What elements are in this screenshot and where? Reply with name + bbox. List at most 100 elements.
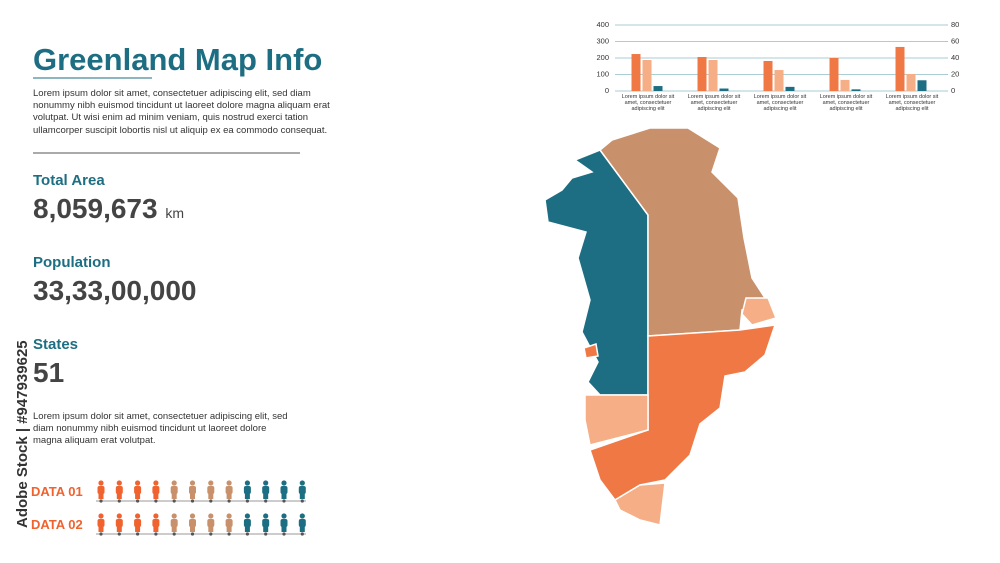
icon-body	[225, 486, 233, 494]
bar	[763, 60, 773, 91]
person-icon	[189, 480, 196, 499]
region	[584, 394, 649, 446]
person-icon	[170, 513, 178, 532]
x-tick-label: Lorem ipsum dolor sit amet, consectetuer…	[687, 94, 741, 112]
bar	[719, 88, 729, 91]
row-dot	[245, 532, 249, 536]
stat-value: 51	[33, 357, 65, 388]
row-dot	[209, 532, 213, 536]
row-dot	[136, 499, 140, 503]
icon-legs	[281, 493, 287, 499]
icon-legs	[226, 493, 232, 499]
row-dot	[117, 499, 121, 503]
person-icon	[225, 480, 233, 499]
person-icon	[298, 480, 306, 499]
description: Lorem ipsum dolor sit amet, consectetuer…	[33, 88, 330, 136]
icon-body	[262, 486, 270, 494]
bar	[642, 59, 652, 91]
y-tick-label: 200	[596, 53, 609, 62]
bar	[851, 89, 861, 91]
person-icon	[189, 513, 196, 532]
row-dot	[99, 499, 103, 503]
icon-legs	[244, 493, 250, 499]
icon-head	[244, 480, 250, 486]
row-dot	[117, 532, 121, 536]
person-icon	[262, 480, 270, 499]
row-dot	[136, 532, 140, 536]
x-tick-label: Lorem ipsum dolor sit amet, consectetuer…	[753, 94, 807, 112]
person-icon	[262, 513, 270, 532]
x-tick-label: Lorem ipsum dolor sit amet, consectetuer…	[819, 94, 873, 112]
y2-tick-label: 60	[951, 36, 959, 45]
icon-legs	[190, 493, 195, 499]
row-dot	[190, 499, 195, 503]
person-icon	[97, 513, 105, 532]
y2-tick-label: 80	[951, 20, 959, 29]
icon-head	[171, 480, 177, 486]
region	[583, 343, 599, 359]
stat-value: 33,33,00,000	[33, 275, 197, 306]
bar	[906, 74, 916, 91]
bar	[840, 79, 850, 91]
icon-body	[189, 519, 196, 527]
row-dot	[227, 532, 231, 536]
icon-legs	[263, 526, 269, 532]
y-tick-label: 400	[596, 20, 609, 29]
row-dot	[209, 499, 213, 503]
person-icon	[115, 480, 123, 499]
icon-body	[243, 486, 251, 494]
icon-legs	[208, 493, 214, 499]
icon-head	[281, 480, 287, 486]
icon-head	[226, 513, 232, 519]
person-icon	[207, 480, 215, 499]
icon-legs	[208, 526, 214, 532]
icon-head	[208, 513, 214, 519]
icon-head	[208, 480, 214, 486]
row-dot	[264, 532, 268, 536]
icon-head	[263, 480, 269, 486]
person-icon	[134, 480, 142, 499]
icon-legs	[299, 493, 305, 499]
icon-body	[134, 519, 142, 527]
icon-legs	[98, 526, 104, 532]
map	[544, 127, 778, 526]
icon-legs	[135, 526, 141, 532]
icon-head	[244, 513, 250, 519]
person-icon	[115, 513, 123, 532]
row-dot	[282, 532, 286, 536]
bar	[785, 86, 795, 91]
person-icon	[207, 513, 215, 532]
icon-legs	[244, 526, 250, 532]
person-icon	[225, 513, 233, 532]
person-icon	[243, 513, 251, 532]
person-icon	[280, 513, 288, 532]
icon-body	[298, 519, 306, 527]
icon-body	[170, 486, 178, 494]
icon-body	[152, 486, 160, 494]
row-dot	[190, 532, 195, 536]
icon-body	[298, 486, 306, 494]
y-tick-label: 0	[605, 86, 609, 95]
icon-body	[152, 519, 160, 527]
icon-legs	[116, 493, 122, 499]
bar	[917, 80, 927, 91]
icon-head	[281, 513, 287, 519]
row-dot	[227, 499, 231, 503]
icon-legs	[171, 493, 177, 499]
icon-head	[299, 480, 305, 486]
bar	[774, 70, 784, 91]
icon-body	[225, 519, 233, 527]
row-dot	[154, 532, 158, 536]
icon-body	[170, 519, 178, 527]
stat-label: Total Area	[33, 172, 105, 189]
row-dot	[172, 532, 176, 536]
note: Lorem ipsum dolor sit amet, consectetuer…	[33, 411, 288, 447]
watermark: Adobe Stock | #947939625	[14, 340, 31, 528]
icon-body	[97, 486, 105, 494]
bar	[895, 46, 905, 91]
row-dot	[300, 532, 304, 536]
icon-body	[115, 519, 123, 527]
row-dot	[282, 499, 286, 503]
row-dot	[245, 499, 249, 503]
y2-tick-label: 0	[951, 86, 955, 95]
